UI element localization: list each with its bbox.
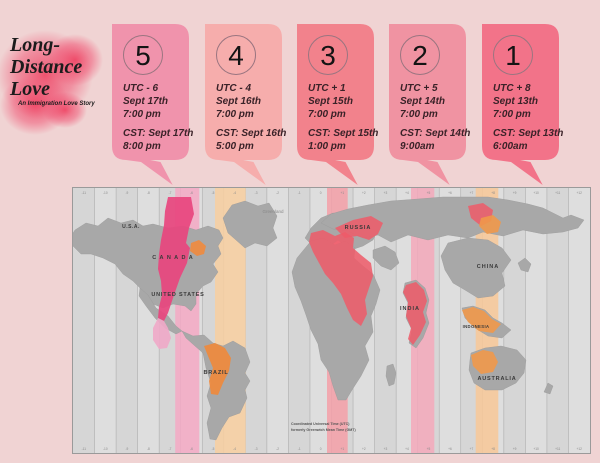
svg-text:+12: +12 — [576, 191, 582, 195]
svg-text:-11: -11 — [82, 447, 87, 451]
svg-text:INDONESIA: INDONESIA — [463, 324, 490, 329]
svg-text:-10: -10 — [103, 447, 108, 451]
svg-text:+4: +4 — [405, 447, 409, 451]
svg-text:RUSSIA: RUSSIA — [345, 225, 372, 231]
svg-text:+9: +9 — [513, 447, 517, 451]
svg-text:BRAZIL: BRAZIL — [204, 370, 229, 376]
svg-text:-2: -2 — [276, 447, 279, 451]
svg-text:+7: +7 — [470, 447, 474, 451]
svg-text:+11: +11 — [555, 191, 560, 195]
svg-text:-2: -2 — [276, 191, 279, 195]
svg-text:+9: +9 — [513, 191, 517, 195]
svg-text:+5: +5 — [427, 191, 431, 195]
svg-text:+1: +1 — [340, 191, 344, 195]
svg-text:-6: -6 — [190, 447, 193, 451]
svg-text:+2: +2 — [362, 191, 366, 195]
svg-text:-11: -11 — [82, 191, 87, 195]
svg-text:+8: +8 — [491, 447, 495, 451]
svg-text:-1: -1 — [298, 191, 301, 195]
svg-text:+10: +10 — [533, 191, 539, 195]
svg-text:+3: +3 — [384, 447, 388, 451]
svg-text:+11: +11 — [555, 447, 560, 451]
svg-text:+8: +8 — [491, 191, 495, 195]
svg-text:-5: -5 — [212, 447, 215, 451]
svg-text:-7: -7 — [169, 191, 172, 195]
svg-text:+7: +7 — [470, 191, 474, 195]
svg-text:-9: -9 — [125, 191, 128, 195]
svg-text:-8: -8 — [147, 191, 150, 195]
svg-text:+2: +2 — [362, 447, 366, 451]
svg-text:+5: +5 — [427, 447, 431, 451]
svg-text:-4: -4 — [233, 191, 236, 195]
svg-text:-10: -10 — [103, 191, 108, 195]
svg-text:-7: -7 — [169, 447, 172, 451]
svg-text:UNITED STATES: UNITED STATES — [151, 292, 204, 298]
svg-text:C A N A D A: C A N A D A — [152, 255, 193, 261]
svg-text:U.S.A.: U.S.A. — [122, 224, 140, 230]
svg-text:CHINA: CHINA — [477, 264, 499, 270]
svg-text:0: 0 — [320, 447, 322, 451]
svg-text:+4: +4 — [405, 191, 409, 195]
svg-text:-4: -4 — [233, 447, 236, 451]
svg-text:-6: -6 — [190, 191, 193, 195]
svg-text:-9: -9 — [125, 447, 128, 451]
svg-text:+10: +10 — [533, 447, 539, 451]
svg-text:-1: -1 — [298, 447, 301, 451]
svg-text:INDIA: INDIA — [400, 306, 420, 312]
svg-text:+1: +1 — [340, 447, 344, 451]
svg-text:-3: -3 — [255, 447, 258, 451]
svg-text:+3: +3 — [384, 191, 388, 195]
svg-text:+12: +12 — [576, 447, 582, 451]
svg-text:-8: -8 — [147, 447, 150, 451]
svg-text:AUSTRALIA: AUSTRALIA — [478, 376, 517, 382]
svg-text:0: 0 — [320, 191, 322, 195]
svg-text:Coordinated Universal Time (UT: Coordinated Universal Time (UTC) — [291, 422, 350, 426]
svg-text:+6: +6 — [448, 447, 452, 451]
svg-text:+6: +6 — [448, 191, 452, 195]
svg-text:-5: -5 — [212, 191, 215, 195]
svg-text:-3: -3 — [255, 191, 258, 195]
svg-text:Greenland: Greenland — [262, 209, 284, 214]
svg-text:formerly Greenwich Mean Time (: formerly Greenwich Mean Time (GMT) — [291, 428, 356, 432]
